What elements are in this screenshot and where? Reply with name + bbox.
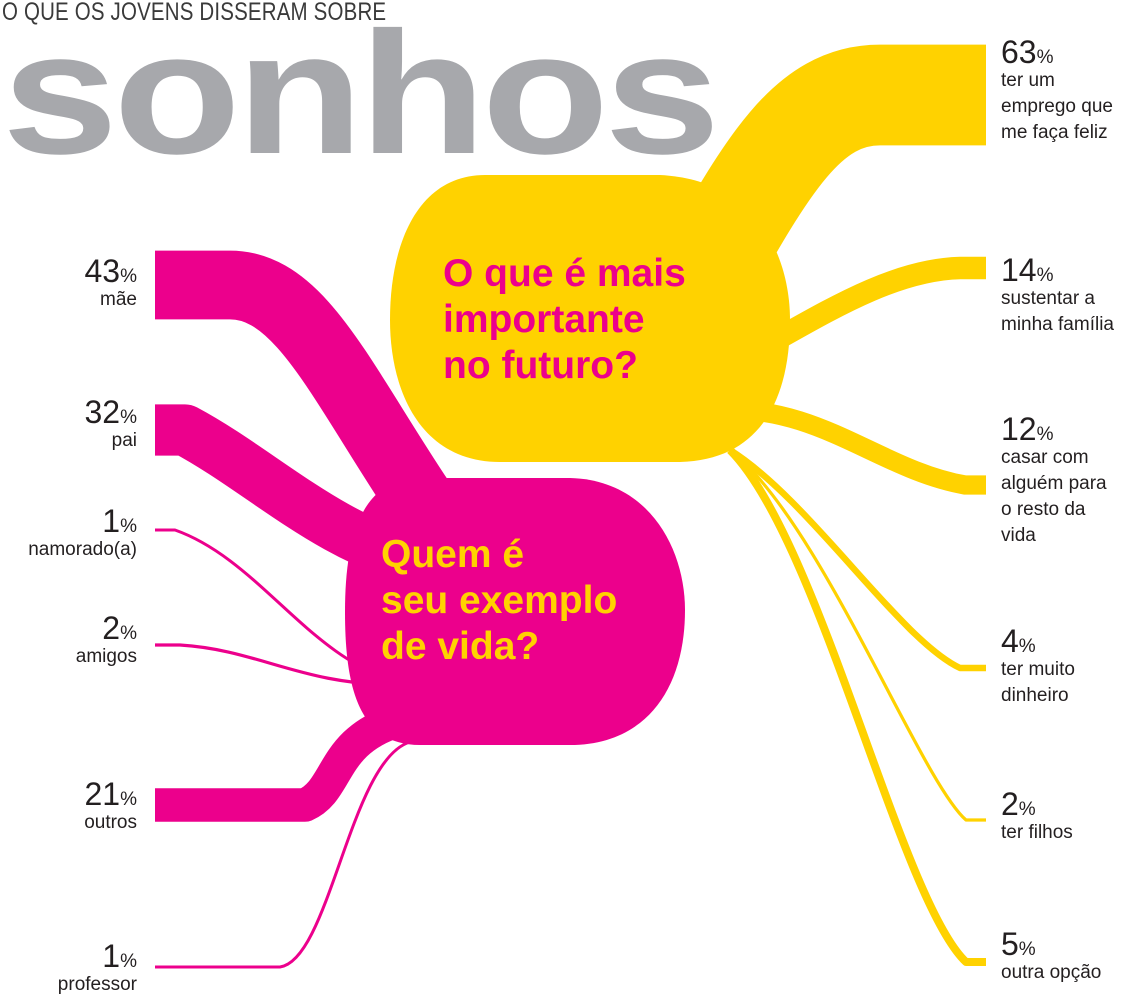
percent-value: 5% [1001,928,1101,960]
category-label: ter muito dinheiro [1001,659,1075,706]
category-label: namorado(a) [28,539,137,560]
pink-flow-5 [155,740,411,969]
label-yellow-3: 4% ter muito dinheiro [1001,625,1075,709]
category-label: professor [57,974,137,995]
label-pink-3: 2% amigos [76,612,137,670]
percent-number: 21 [84,776,121,812]
percent-value: 4% [1001,625,1075,657]
yellow-question: O que é mais importante no futuro? [443,252,686,387]
percent-value: 14% [1001,254,1114,286]
label-pink-4: 21% outros [84,778,137,836]
percent-sign: % [1036,265,1054,286]
percent-number: 43 [84,253,121,289]
pink-question: Quem é seu exemplo de vida? [381,533,618,668]
percent-value: 63% [1001,36,1113,68]
percent-number: 4 [1001,623,1019,659]
label-yellow-5: 5% outra opção [1001,928,1101,986]
percent-sign: % [120,516,137,537]
percent-sign: % [120,623,137,644]
percent-sign: % [1018,939,1036,960]
main-title: sonhos [2,0,720,190]
pink-flow-0 [155,250,449,520]
percent-number: 2 [1001,786,1019,822]
category-label: outros [84,812,137,833]
percent-number: 5 [1001,926,1019,962]
percent-sign: % [120,789,137,810]
percent-number: 32 [84,394,121,430]
percent-number: 14 [1001,252,1037,288]
label-yellow-2: 12% casar com alguém para o resto da vida [1001,413,1107,549]
category-label: casar com alguém para o resto da vida [1001,447,1107,546]
yellow-flow-5 [727,447,986,966]
label-yellow-1: 14% sustentar a minha família [1001,254,1114,338]
pink-flow-4 [155,703,406,822]
percent-sign: % [120,266,137,287]
percent-value: 32% [85,396,138,428]
percent-sign: % [1018,636,1036,657]
percent-number: 1 [102,938,121,974]
label-pink-2: 1% namorado(a) [28,505,137,563]
percent-sign: % [120,951,137,972]
yellow-flow-4 [729,448,986,822]
percent-value: 1% [58,940,137,972]
category-label: pai [111,430,137,451]
yellow-bubble [390,175,790,462]
percent-value: 1% [28,505,137,537]
percent-number: 1 [102,503,121,539]
percent-number: 63 [1001,34,1037,70]
label-pink-0: 43% mãe [85,255,138,313]
category-label: ter filhos [1001,822,1073,843]
pink-bubble [345,478,685,745]
percent-value: 12% [1001,413,1107,445]
label-yellow-4: 2% ter filhos [1001,788,1073,846]
percent-sign: % [120,407,137,428]
percent-sign: % [1036,424,1054,445]
percent-sign: % [1036,47,1054,68]
category-label: mãe [100,289,137,310]
percent-number: 12 [1001,411,1037,447]
percent-value: 21% [84,776,138,812]
label-pink-1: 32% pai [85,396,138,454]
label-pink-5: 1% professor [58,940,137,998]
percent-sign: % [1018,799,1036,820]
label-yellow-0: 63% ter um emprego que me faça feliz [1001,36,1113,146]
kicker-text: O QUE OS JOVENS DISSERAM SOBRE [2,0,387,26]
category-label: outra opção [1001,962,1102,983]
percent-value: 43% [85,255,138,287]
percent-value: 2% [76,612,137,644]
percent-value: 2% [1001,788,1073,820]
category-label: ter um emprego que me faça feliz [1001,70,1113,143]
yellow-flow-3 [728,447,986,672]
percent-number: 2 [102,610,121,646]
category-label: amigos [75,646,137,667]
category-label: sustentar a minha família [1001,288,1114,335]
